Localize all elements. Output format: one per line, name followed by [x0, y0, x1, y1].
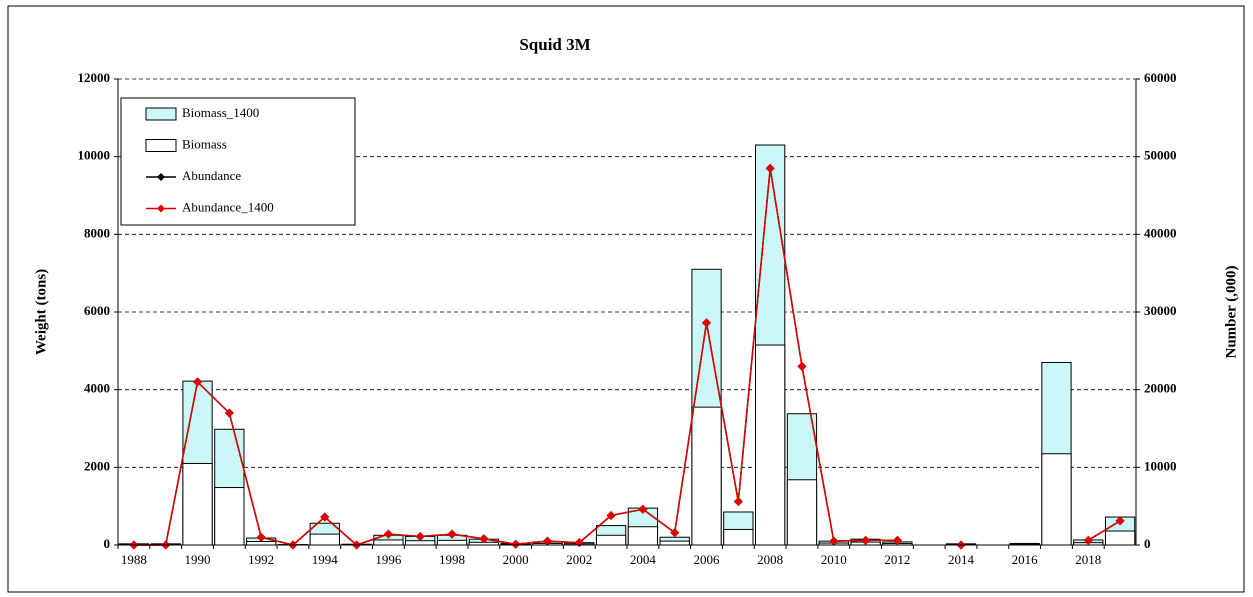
y2-tick-label: 50000	[1144, 148, 1177, 163]
x-tick-label: 1988	[121, 552, 147, 567]
marker	[193, 377, 203, 387]
marker	[892, 535, 902, 545]
marker	[702, 318, 712, 328]
bar	[691, 406, 722, 546]
x-tick-label: 1996	[375, 552, 402, 567]
bar	[405, 540, 436, 546]
y2-tick-label: 30000	[1144, 303, 1177, 318]
legend-swatch	[145, 107, 177, 121]
marker	[415, 531, 425, 541]
x-tick-label: 2000	[503, 552, 529, 567]
y2-tick-label: 10000	[1144, 458, 1177, 473]
y2-tick-label: 0	[1144, 536, 1151, 551]
bar	[595, 534, 627, 546]
legend-label: Abundance	[182, 168, 241, 183]
legend-label: Abundance_1400	[182, 199, 274, 214]
x-tick-label: 2018	[1075, 552, 1101, 567]
marker	[1115, 516, 1125, 526]
y-tick-label: 12000	[78, 70, 111, 85]
x-tick-label: 1992	[248, 552, 274, 567]
legend-label: Biomass_1400	[182, 105, 259, 120]
y-tick-label: 6000	[84, 303, 110, 318]
marker	[765, 163, 775, 173]
y2-tick-label: 40000	[1144, 225, 1177, 240]
bar	[436, 539, 468, 546]
y-axis-label: Weight (tons)	[33, 269, 49, 355]
bar	[723, 528, 754, 546]
x-tick-label: 2014	[948, 552, 975, 567]
x-tick-label: 2012	[884, 552, 910, 567]
marker	[511, 539, 521, 549]
y2-tick-label: 60000	[1144, 70, 1177, 85]
x-tick-label: 1998	[439, 552, 465, 567]
marker	[797, 361, 807, 371]
legend-marker	[157, 173, 165, 181]
bar	[659, 540, 690, 546]
bar	[627, 526, 659, 546]
marker	[861, 535, 871, 545]
legend-label: Biomass	[182, 136, 227, 151]
legend: Biomass_1400 Biomass Abundance Abundance_14…	[120, 97, 356, 226]
bar	[755, 344, 786, 546]
marker	[670, 528, 680, 538]
bar	[786, 479, 818, 546]
marker	[447, 529, 457, 539]
x-tick-label: 1994	[312, 552, 339, 567]
x-tick-label: 2016	[1012, 552, 1039, 567]
bar	[246, 541, 277, 546]
marker	[224, 408, 234, 418]
marker	[638, 504, 648, 514]
x-tick-label: 2006	[694, 552, 721, 567]
bar	[1104, 530, 1136, 546]
y-tick-label: 4000	[84, 381, 110, 396]
y-tick-label: 8000	[84, 225, 110, 240]
marker	[733, 497, 743, 507]
y2-axis-label: Number (,000)	[1223, 265, 1239, 358]
x-tick-label: 2010	[821, 552, 847, 567]
marker	[606, 510, 616, 520]
bar	[309, 533, 340, 546]
marker	[1083, 535, 1093, 545]
marker	[829, 536, 839, 546]
x-tick-label: 2002	[566, 552, 592, 567]
bar	[373, 539, 404, 546]
bar	[214, 487, 245, 546]
marker	[256, 532, 266, 542]
legend-swatch	[145, 139, 177, 152]
marker	[479, 534, 489, 544]
y2-tick-label: 20000	[1144, 381, 1177, 396]
legend-marker	[157, 204, 165, 213]
y-tick-label: 2000	[84, 458, 110, 473]
y-tick-label: 0	[104, 536, 111, 551]
x-tick-label: 2004	[630, 552, 657, 567]
marker	[383, 529, 393, 539]
bar	[182, 462, 213, 546]
y-tick-label: 10000	[78, 148, 111, 163]
marker	[542, 536, 552, 546]
x-tick-label: 1990	[185, 552, 211, 567]
bar	[1041, 453, 1072, 546]
x-tick-label: 2008	[757, 552, 783, 567]
marker	[320, 512, 330, 522]
chart-title: Squid 3M	[519, 35, 590, 54]
